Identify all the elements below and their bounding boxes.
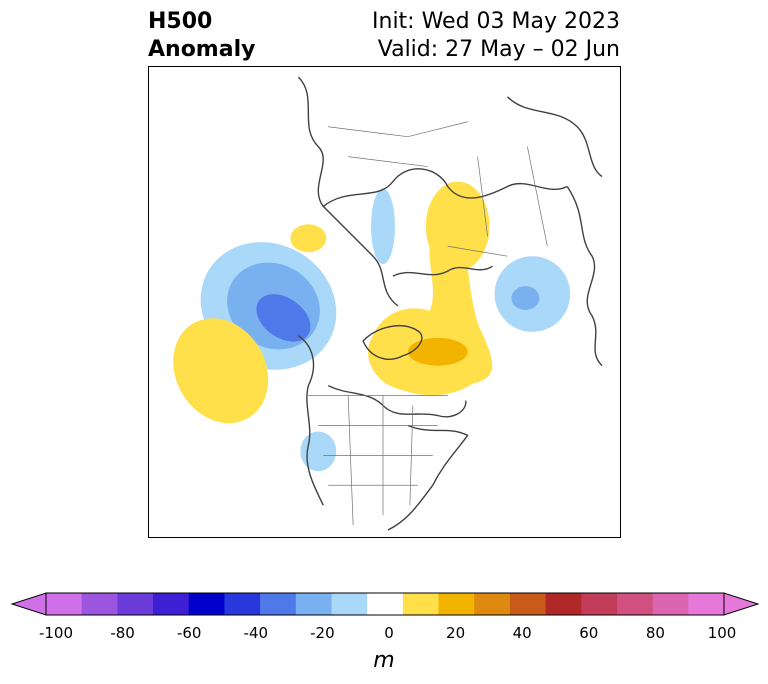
- colorbar-segment: [509, 593, 547, 615]
- colorbar-segment: [295, 593, 332, 615]
- map-dates: Init: Wed 03 May 2023 Valid: 27 May – 02…: [372, 8, 620, 64]
- colorbar-segment: [688, 593, 725, 615]
- valid-range: Valid: 27 May – 02 Jun: [377, 37, 620, 62]
- colorbar-segment: [153, 593, 190, 615]
- political-borders: [308, 121, 548, 526]
- colorbar-segment: [46, 593, 83, 615]
- colorbar-segment: [260, 593, 297, 615]
- colorbar-tick-label: -80: [110, 624, 135, 642]
- colorbar-segment: [117, 593, 154, 615]
- greenland-high-inner: [407, 337, 468, 366]
- colorbar-tick-label: 40: [512, 624, 532, 642]
- europe-low: [371, 188, 395, 265]
- colorbar-tick-label: 100: [707, 624, 737, 642]
- title-field: Anomaly: [148, 37, 256, 62]
- colorbar-tick-label: 20: [446, 624, 466, 642]
- north-pacific-high: [173, 318, 269, 424]
- colorbar-frame: [45, 592, 725, 616]
- colorbar: [10, 592, 760, 616]
- colorbar-segment: [474, 593, 511, 615]
- colorbar-segment: [224, 593, 261, 615]
- gulf-of-alaska-low-inner: [256, 294, 311, 342]
- coastlines: [297, 76, 603, 531]
- polar-map: [148, 66, 621, 538]
- colorbar-segment: [545, 593, 582, 615]
- colorbar-segment: [188, 593, 225, 615]
- colorbar-extend-high: [723, 592, 760, 616]
- colorbar-tick-label: -40: [243, 624, 269, 642]
- colorbar-segment: [81, 593, 118, 615]
- colorbar-segment: [616, 593, 654, 615]
- hudson-high: [290, 224, 327, 253]
- colorbar-segment: [367, 593, 404, 615]
- colorbar-segment: [331, 593, 368, 615]
- title-variable: H500: [148, 9, 213, 34]
- colorbar-segment: [438, 593, 475, 615]
- colorbar-tick-label: 80: [645, 624, 665, 642]
- colorbar-tick-label: -60: [176, 624, 202, 642]
- colorbar-unit-label: m: [373, 648, 395, 673]
- colorbar-segment: [402, 593, 440, 615]
- colorbar-tick-label: 0: [384, 624, 394, 642]
- colorbar-tick-label: -20: [310, 624, 335, 642]
- anomaly-shading: [173, 181, 571, 472]
- colorbar-extend-low: [10, 592, 47, 616]
- map-title: H500 Anomaly: [148, 8, 255, 64]
- colorbar-segment: [652, 593, 689, 615]
- east-asia-low-inner: [511, 286, 540, 310]
- colorbar-tick-label: -100: [38, 624, 74, 642]
- scandinavia-high: [425, 181, 490, 272]
- colorbar-segment: [581, 593, 618, 615]
- colorbar-tick-label: 60: [579, 624, 599, 642]
- init-date: Init: Wed 03 May 2023: [372, 9, 620, 34]
- western-us-low: [300, 431, 337, 472]
